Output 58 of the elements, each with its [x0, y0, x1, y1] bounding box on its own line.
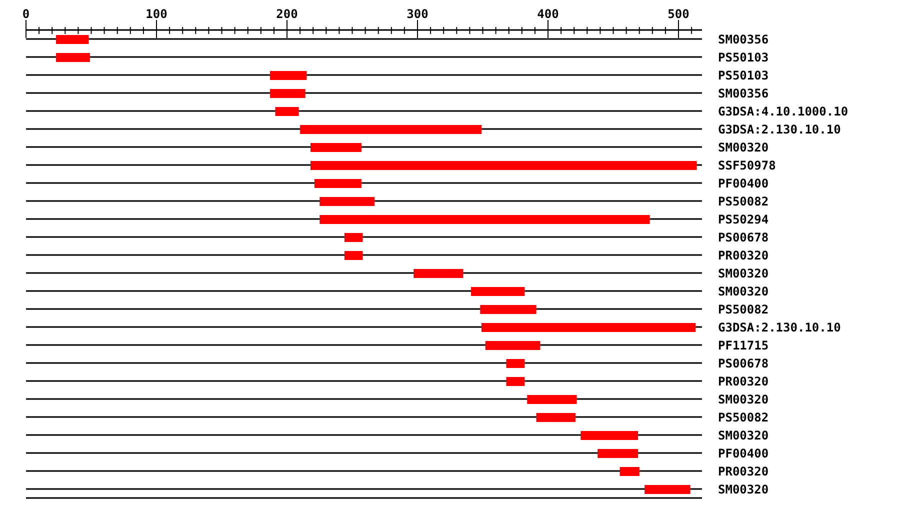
y-tick-label: PF11715 [718, 338, 769, 352]
y-tick-label: PS00678 [718, 356, 769, 370]
y-tick-label: SM00320 [718, 284, 769, 298]
bar [310, 143, 362, 152]
bar [506, 359, 525, 368]
bar [344, 251, 363, 260]
bar [270, 89, 306, 98]
bar [481, 323, 696, 332]
bar [270, 71, 307, 80]
x-tick-label: 100 [146, 7, 168, 21]
bar [414, 269, 464, 278]
x-tick-label: 400 [537, 7, 559, 21]
y-tick-label: SM00320 [718, 140, 769, 154]
x-tick-label: 0 [22, 7, 30, 21]
y-tick-label: PF00400 [718, 176, 769, 190]
bar [620, 467, 640, 476]
bar [485, 341, 540, 350]
y-tick-label: PR00320 [718, 464, 769, 478]
bar [527, 395, 577, 404]
bar [580, 431, 638, 440]
y-tick-label: PF00400 [718, 446, 769, 460]
y-tick-label: PS50103 [718, 68, 769, 82]
x-tick-label: 500 [668, 7, 690, 21]
bar [56, 53, 90, 62]
y-tick-label: SM00356 [718, 32, 769, 46]
x-tick-label: 300 [406, 7, 428, 21]
bar [314, 179, 362, 188]
y-tick-label: PR00320 [718, 248, 769, 262]
y-tick-label: PR00320 [718, 374, 769, 388]
y-tick-label: G3DSA:2.130.10.10 [718, 320, 841, 334]
bar [320, 215, 650, 224]
bar [471, 287, 525, 296]
y-tick-label: PS50294 [718, 212, 769, 226]
y-tick-label: SM00356 [718, 86, 769, 100]
bar [480, 305, 536, 314]
y-tick-label: PS50082 [718, 410, 769, 424]
y-tick-label: SM00320 [718, 482, 769, 496]
bar [310, 161, 697, 170]
bar [275, 107, 299, 116]
bar [644, 485, 690, 494]
x-tick-label: 200 [276, 7, 298, 21]
y-tick-label: PS50103 [718, 50, 769, 64]
y-tick-label: PS00678 [718, 230, 769, 244]
bar [320, 197, 374, 206]
bar [56, 35, 89, 44]
bar [536, 413, 576, 422]
y-tick-label: SSF50978 [718, 158, 776, 172]
y-tick-label: PS50082 [718, 194, 769, 208]
y-tick-label: SM00320 [718, 266, 769, 280]
y-tick-label: G3DSA:4.10.1000.10 [718, 104, 848, 118]
y-tick-label: PS50082 [718, 302, 769, 316]
y-tick-label: SM00320 [718, 392, 769, 406]
bar [598, 449, 638, 458]
bar [344, 233, 363, 242]
bar [506, 377, 525, 386]
y-tick-label: SM00320 [718, 428, 769, 442]
y-tick-label: G3DSA:2.130.10.10 [718, 122, 841, 136]
bar [300, 125, 482, 134]
